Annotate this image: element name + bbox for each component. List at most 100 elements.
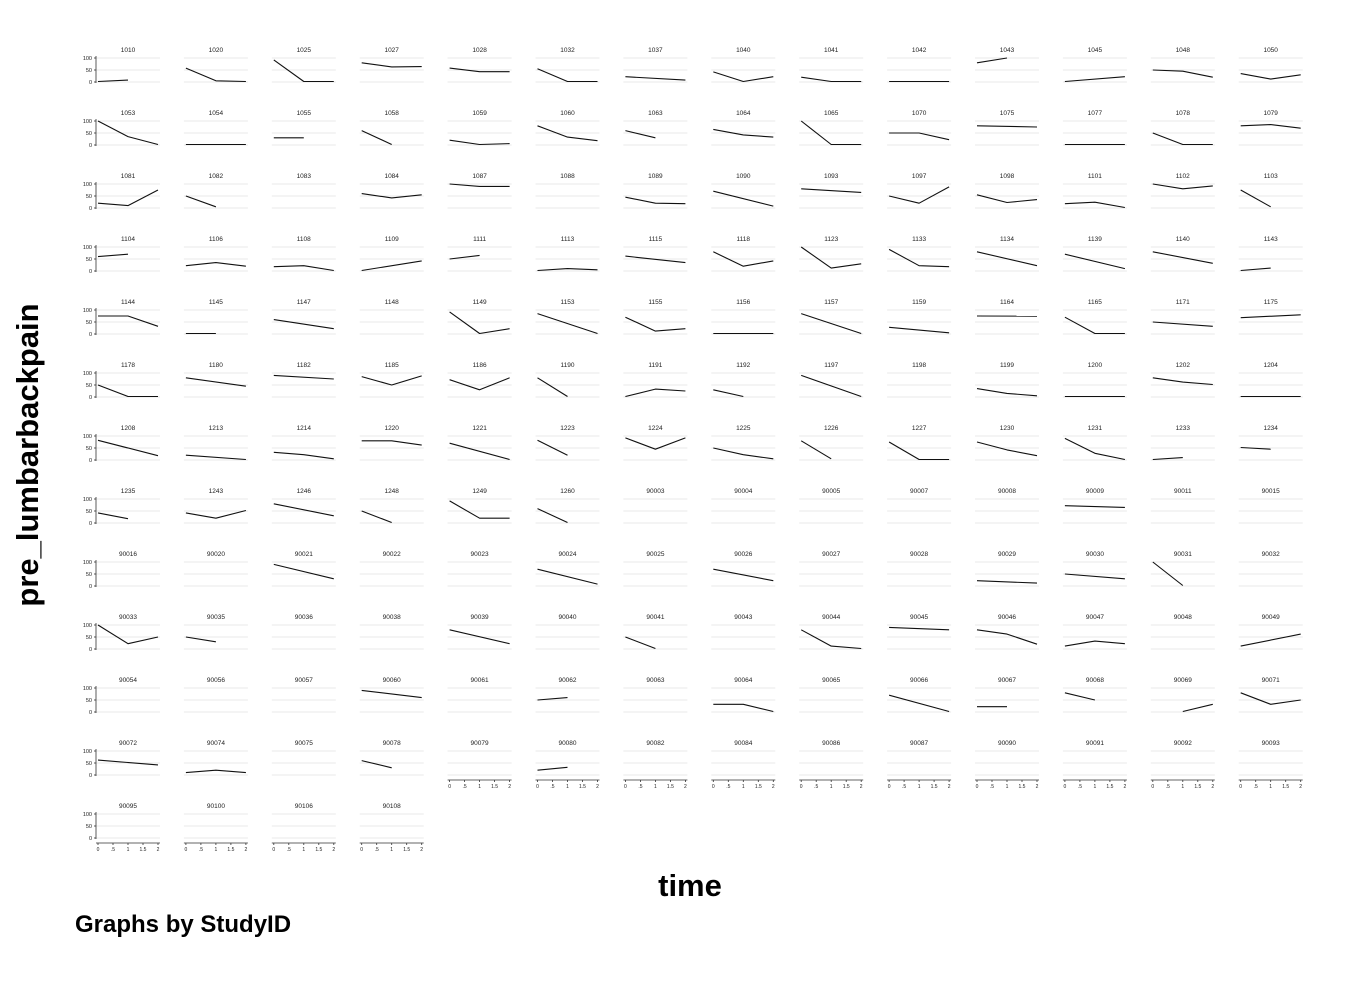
panel-title: 1199 — [1000, 362, 1014, 369]
x-tick-label: 0 — [1239, 784, 1242, 790]
series-line — [537, 439, 568, 456]
series-line — [1064, 640, 1125, 647]
panel-title: 1248 — [384, 488, 399, 495]
y-tick-label: 50 — [86, 761, 92, 767]
y-tick-label: 0 — [89, 584, 92, 590]
panel-title: 1198 — [912, 362, 926, 369]
panel-1102: 1102 — [1150, 173, 1215, 209]
panel-title: 1234 — [1263, 425, 1278, 432]
panel-title: 90028 — [910, 551, 928, 558]
panel-1097: 1097 — [887, 173, 952, 209]
panel-title: 1065 — [824, 110, 839, 117]
x-tick-label: .5 — [463, 784, 467, 790]
panel-title: 1097 — [912, 173, 927, 180]
series-line — [713, 447, 774, 460]
panel-title: 1144 — [121, 299, 135, 306]
panel-title: 90069 — [1174, 677, 1192, 684]
panel-1200: 1200 — [1062, 362, 1127, 398]
panel-title: 1185 — [385, 362, 399, 369]
y-tick-label: 0 — [89, 710, 92, 716]
panel-title: 1115 — [649, 236, 663, 243]
panel-1190: 1190 — [535, 362, 600, 398]
y-tick-label: 100 — [83, 434, 92, 440]
series-line — [801, 76, 862, 83]
x-tick-label: 2 — [596, 784, 599, 790]
panel-1055: 1055 — [271, 110, 336, 146]
panel-title: 1028 — [472, 47, 487, 54]
y-tick-label: 100 — [83, 749, 92, 755]
panel-title: 1053 — [121, 110, 136, 117]
panel-title: 1227 — [912, 425, 927, 432]
series-line — [273, 374, 334, 380]
series-line — [97, 253, 129, 258]
panel-title: 90108 — [383, 803, 401, 810]
panel-90082: 90082 0 .5 1 1.5 2 — [623, 740, 688, 790]
panel-title: 1090 — [736, 173, 751, 180]
x-tick-label: 0 — [712, 784, 715, 790]
series-line — [625, 437, 686, 450]
x-tick-label: 1 — [390, 847, 393, 853]
x-tick-label: 1.5 — [491, 784, 498, 790]
series-line — [273, 59, 334, 83]
panel-90078: 90078 — [359, 740, 424, 776]
series-line — [1064, 201, 1125, 209]
panel-1050: 1050 — [1238, 47, 1303, 83]
panel-1208: 1208 0 50 100 — [83, 425, 160, 464]
panel-1214: 1214 — [271, 425, 336, 461]
panel-title: 90025 — [646, 551, 664, 558]
x-tick-label: 1.5 — [1194, 784, 1201, 790]
panel-title: 1055 — [297, 110, 312, 117]
panel-1093: 1093 — [799, 173, 864, 209]
series-line — [976, 125, 1038, 128]
panel-title: 90063 — [646, 677, 664, 684]
series-line — [449, 67, 510, 73]
series-line — [1152, 561, 1184, 586]
y-tick-label: 50 — [86, 383, 92, 389]
panel-1144: 1144 0 50 100 — [83, 299, 160, 338]
panel-1078: 1078 — [1150, 110, 1215, 146]
panel-title: 90016 — [119, 551, 137, 558]
series-line — [361, 62, 422, 68]
panel-1070: 1070 — [887, 110, 952, 146]
panel-title: 90090 — [998, 740, 1016, 747]
series-line — [801, 313, 862, 335]
panel-90035: 90035 — [183, 614, 248, 650]
panel-title: 1156 — [736, 299, 750, 306]
panel-title: 90029 — [998, 551, 1016, 558]
panel-90084: 90084 0 .5 1 1.5 2 — [711, 740, 776, 790]
panel-title: 1143 — [1264, 236, 1278, 243]
panel-title: 90060 — [383, 677, 401, 684]
panel-90036: 90036 — [271, 614, 336, 650]
series-line — [185, 377, 246, 387]
x-tick-label: 1 — [566, 784, 569, 790]
panel-title: 90100 — [207, 803, 225, 810]
panel-1171: 1171 — [1150, 299, 1215, 335]
panel-1223: 1223 — [535, 425, 600, 461]
panel-title: 1233 — [1176, 425, 1191, 432]
panel-title: 90078 — [383, 740, 401, 747]
panel-title: 90087 — [910, 740, 928, 747]
panel-title: 90045 — [910, 614, 928, 621]
panel-title: 1113 — [561, 236, 575, 243]
series-line — [537, 268, 598, 272]
panel-1180: 1180 — [183, 362, 248, 398]
panel-1106: 1106 — [183, 236, 248, 272]
panel-1053: 1053 0 50 100 — [83, 110, 160, 149]
panel-1246: 1246 — [271, 488, 336, 524]
panel-1020: 1020 — [183, 47, 248, 83]
panel-title: 1165 — [1088, 299, 1102, 306]
series-line — [1240, 633, 1301, 647]
panel-90046: 90046 — [975, 614, 1039, 650]
panel-title: 90005 — [822, 488, 840, 495]
panel-90015: 90015 — [1238, 488, 1303, 524]
panel-90007: 90007 — [887, 488, 952, 524]
x-tick-label: .5 — [287, 847, 291, 853]
panel-1182: 1182 — [271, 362, 336, 398]
series-line — [449, 377, 510, 391]
y-tick-label: 0 — [89, 458, 92, 464]
series-line — [713, 568, 774, 582]
x-tick-label: 1.5 — [667, 784, 674, 790]
panel-title: 90062 — [558, 677, 576, 684]
y-tick-label: 100 — [83, 308, 92, 314]
